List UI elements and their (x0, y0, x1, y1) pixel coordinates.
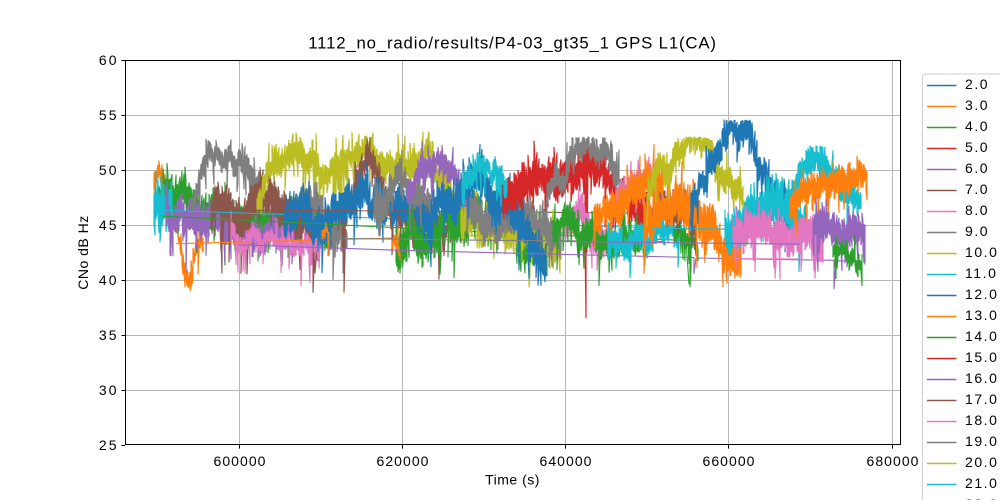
svg-text:5.0: 5.0 (965, 139, 989, 155)
svg-text:660000: 660000 (702, 453, 755, 469)
svg-text:19.0: 19.0 (965, 433, 998, 449)
svg-text:18.0: 18.0 (965, 412, 998, 428)
svg-text:25: 25 (99, 437, 119, 453)
svg-text:21.0: 21.0 (965, 475, 998, 491)
svg-text:11.0: 11.0 (965, 265, 997, 281)
svg-text:17.0: 17.0 (965, 391, 998, 407)
svg-text:16.0: 16.0 (965, 370, 998, 386)
svg-text:680000: 680000 (866, 453, 919, 469)
svg-text:Time (s): Time (s) (485, 472, 540, 488)
svg-text:14.0: 14.0 (965, 328, 998, 344)
svg-text:3.0: 3.0 (965, 97, 989, 113)
svg-text:13.0: 13.0 (965, 307, 998, 323)
svg-text:22.0: 22.0 (965, 496, 998, 500)
svg-text:7.0: 7.0 (965, 181, 989, 197)
svg-text:CNo dB Hz: CNo dB Hz (75, 215, 91, 290)
svg-text:2.0: 2.0 (965, 76, 989, 92)
svg-text:12.0: 12.0 (965, 286, 998, 302)
svg-text:6.0: 6.0 (965, 160, 989, 176)
svg-text:620000: 620000 (376, 453, 429, 469)
svg-text:20.0: 20.0 (965, 454, 998, 470)
svg-text:4.0: 4.0 (965, 118, 989, 134)
svg-text:40: 40 (99, 272, 119, 288)
svg-text:640000: 640000 (539, 453, 592, 469)
svg-text:9.0: 9.0 (965, 223, 989, 239)
svg-text:10.0: 10.0 (965, 244, 998, 260)
svg-text:35: 35 (99, 327, 119, 343)
svg-text:45: 45 (99, 217, 119, 233)
svg-text:60: 60 (99, 52, 119, 68)
svg-text:55: 55 (99, 107, 119, 123)
svg-text:600000: 600000 (213, 453, 266, 469)
svg-text:1112_no_radio/results/P4-03_gt: 1112_no_radio/results/P4-03_gt35_1 GPS L… (308, 34, 717, 53)
svg-text:15.0: 15.0 (965, 349, 998, 365)
svg-text:8.0: 8.0 (965, 202, 989, 218)
svg-text:50: 50 (99, 162, 119, 178)
svg-text:30: 30 (99, 382, 119, 398)
